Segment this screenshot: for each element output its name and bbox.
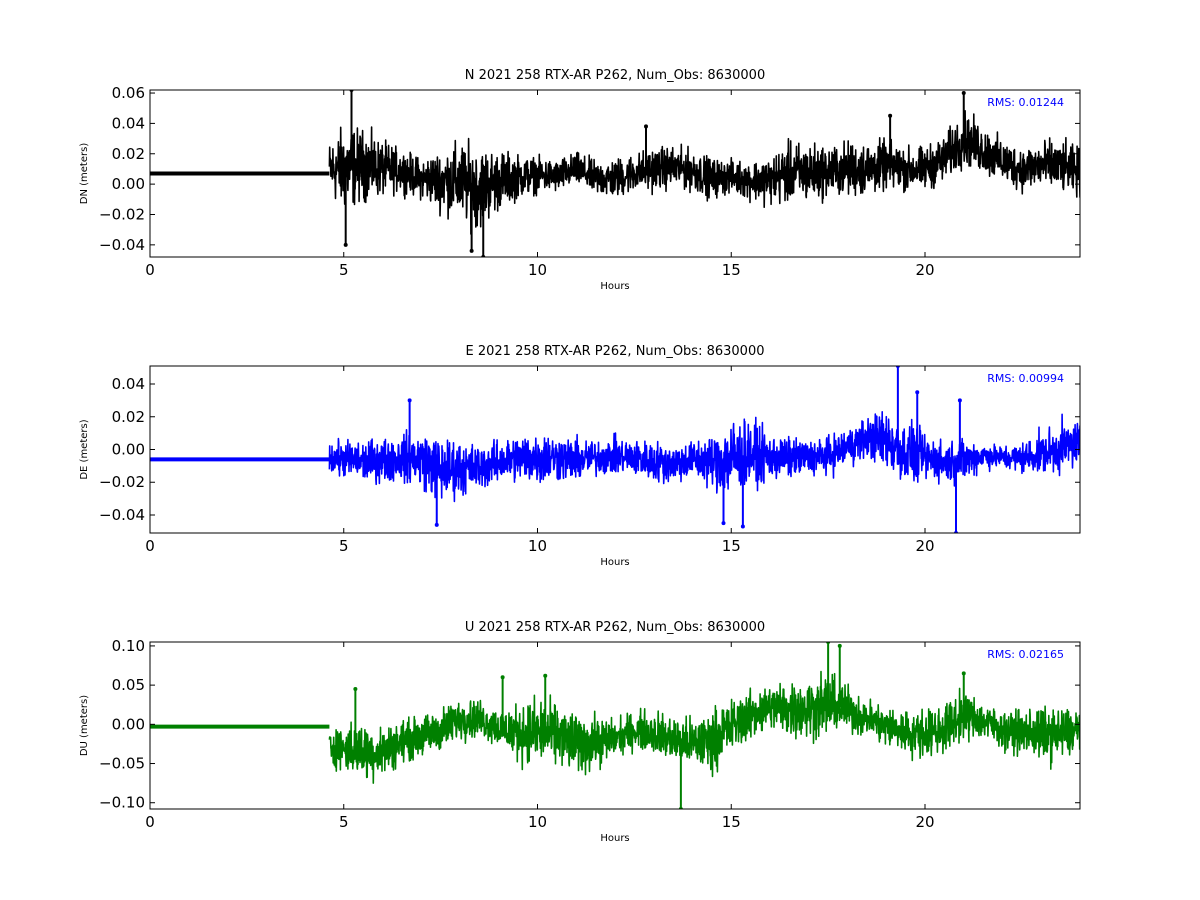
y-tick-label: 0.00: [112, 175, 145, 193]
series-point: [343, 242, 348, 247]
y-tick-label: 0.04: [112, 375, 145, 393]
series-point: [961, 671, 966, 676]
series-point: [469, 248, 474, 253]
x-tick-label: 10: [528, 537, 547, 555]
rms-annotation: RMS: 0.01244: [987, 96, 1064, 109]
series-point: [957, 398, 962, 403]
subplot-up: U 2021 258 RTX-AR P262, Num_Obs: 8630000…: [79, 620, 1081, 844]
y-tick-label: −0.02: [99, 473, 145, 491]
rms-annotation: RMS: 0.02165: [987, 648, 1064, 661]
y-tick-label: 0.04: [112, 114, 145, 132]
series-trace: [328, 670, 1080, 784]
x-tick-label: 5: [339, 537, 349, 555]
series-point: [353, 687, 358, 692]
subplot-north: N 2021 258 RTX-AR P262, Num_Obs: 8630000…: [79, 68, 1081, 292]
y-axis-label: DU (meters): [79, 695, 90, 756]
x-tick-label: 5: [339, 813, 349, 831]
series-point: [740, 524, 745, 529]
chart-title: U 2021 258 RTX-AR P262, Num_Obs: 8630000: [465, 620, 765, 635]
y-tick-label: 0.02: [112, 408, 145, 426]
series-point: [915, 390, 920, 395]
y-tick-label: 0.06: [112, 84, 145, 102]
y-tick-label: 0.00: [112, 441, 145, 459]
x-tick-label: 15: [722, 537, 741, 555]
axes-frame: [149, 89, 1081, 258]
y-tick-label: −0.04: [99, 506, 145, 524]
y-tick-label: −0.02: [99, 205, 145, 223]
x-tick-label: 20: [915, 813, 934, 831]
x-tick-label: 10: [528, 813, 547, 831]
series-point: [500, 675, 505, 680]
y-tick-label: 0.00: [112, 715, 145, 733]
x-axis-label: Hours: [600, 833, 629, 844]
chart-title: N 2021 258 RTX-AR P262, Num_Obs: 8630000: [465, 68, 765, 83]
y-tick-label: −0.05: [99, 755, 145, 773]
y-tick-label: −0.10: [99, 794, 145, 812]
series-point: [888, 113, 893, 118]
x-tick-label: 15: [722, 813, 741, 831]
y-tick-label: 0.05: [112, 676, 145, 694]
series-point: [721, 521, 726, 526]
x-tick-label: 15: [722, 261, 741, 279]
rms-annotation: RMS: 0.00994: [987, 372, 1064, 385]
series-trace: [328, 411, 1080, 503]
x-axis-label: Hours: [600, 281, 629, 292]
chart-title: E 2021 258 RTX-AR P262, Num_Obs: 8630000: [466, 344, 765, 359]
x-tick-label: 20: [915, 537, 934, 555]
data-layer: [150, 642, 1080, 809]
x-tick-label: 0: [145, 537, 155, 555]
y-axis-label: DN (meters): [79, 143, 90, 205]
y-tick-label: 0.10: [112, 637, 145, 655]
y-axis-label: DE (meters): [79, 419, 90, 479]
series-point: [961, 91, 966, 96]
y-tick-label: 0.02: [112, 145, 145, 163]
x-tick-label: 20: [915, 261, 934, 279]
series-point: [837, 643, 842, 648]
data-layer: [150, 90, 1080, 257]
subplot-east: E 2021 258 RTX-AR P262, Num_Obs: 8630000…: [79, 344, 1081, 568]
x-tick-label: 0: [145, 261, 155, 279]
series-point: [644, 124, 648, 129]
y-tick-label: −0.04: [99, 236, 145, 254]
series-point: [434, 522, 439, 527]
series-point: [407, 398, 412, 403]
x-axis-label: Hours: [600, 557, 629, 568]
series-trace: [328, 110, 1080, 235]
axes-frame: [149, 641, 1081, 810]
x-tick-label: 0: [145, 813, 155, 831]
x-tick-label: 5: [339, 261, 349, 279]
data-layer: [150, 366, 1080, 533]
series-point: [543, 673, 548, 678]
x-tick-label: 10: [528, 261, 547, 279]
